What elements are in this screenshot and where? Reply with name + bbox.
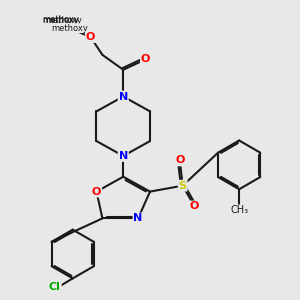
Text: methoxy: methoxy bbox=[51, 24, 88, 33]
Text: O: O bbox=[175, 155, 184, 165]
Text: methoxy: methoxy bbox=[45, 16, 82, 25]
Text: CH₃: CH₃ bbox=[230, 205, 248, 215]
Text: N: N bbox=[118, 151, 128, 161]
Text: Cl: Cl bbox=[49, 282, 61, 292]
Text: O: O bbox=[92, 187, 101, 196]
Text: methoxy: methoxy bbox=[42, 16, 79, 25]
Text: methoxy: methoxy bbox=[42, 15, 79, 24]
Text: O: O bbox=[190, 202, 199, 212]
Text: N: N bbox=[118, 92, 128, 101]
Text: S: S bbox=[179, 181, 187, 191]
Text: O: O bbox=[141, 54, 150, 64]
Text: N: N bbox=[134, 213, 143, 224]
Text: O: O bbox=[86, 32, 95, 42]
